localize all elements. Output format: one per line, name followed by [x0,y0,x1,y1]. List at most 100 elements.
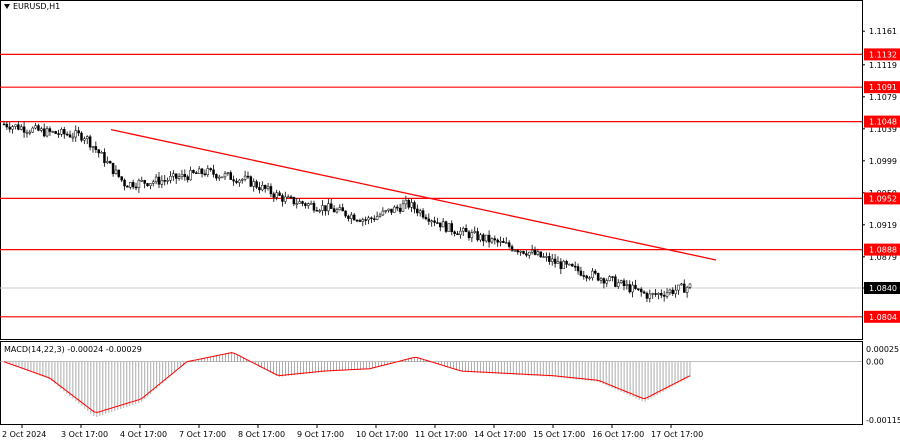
x-tick-label: 16 Oct 17:00 [592,430,644,439]
candle-body [42,128,46,137]
candle-body [266,186,270,189]
candle-body [275,192,278,198]
candle-body [482,234,485,242]
candle-body [533,249,537,255]
candle-body [80,132,83,141]
candle-body [513,250,517,252]
candle-body [85,136,89,139]
candle-body [240,179,244,181]
candle-body [212,169,215,175]
candle-body [436,222,439,224]
candle-body [510,246,514,251]
candle-body [418,210,422,214]
candle-body [25,131,29,134]
candle-body [350,214,353,219]
candle-body [562,261,565,269]
candle-body [94,146,98,150]
candle-body [54,131,57,134]
candle-body [186,176,189,181]
candle-body [143,180,146,184]
candle-body [154,176,158,183]
candle-body [318,210,321,212]
candle-body [484,234,488,242]
candle-body [341,207,344,212]
y-tick-label: 1.1079 [869,93,897,102]
candle-body [37,125,40,131]
dropdown-triangle-icon[interactable] [4,4,10,9]
candle-body [499,241,502,243]
x-tick-label: 9 Oct 17:00 [297,430,344,439]
candle-body [444,221,448,232]
candle-body [398,207,402,212]
candle-body [301,201,304,204]
candle-body [381,210,385,216]
candle-body [57,133,60,135]
candle-body [548,256,551,262]
candle-body [157,176,161,185]
candle-body [387,208,390,211]
candle-body [315,210,319,212]
candle-body [160,180,164,185]
candle-body [450,223,454,233]
candle-body [338,207,342,211]
candle-body [611,276,614,278]
level-label-bg [864,81,900,94]
macd-tick-label: -0.00115 [866,416,900,425]
candle-body [45,128,49,137]
candle-body [206,168,210,175]
candle-body [522,250,525,254]
candle-body [263,184,267,189]
candle-body [284,196,287,202]
candle-body [565,261,568,265]
candle-body [568,263,571,266]
candle-body [11,126,14,130]
candle-body [255,181,258,188]
candle-body [416,208,419,214]
candle-body [77,130,80,134]
candle-body [200,168,204,175]
candle-body [321,205,324,211]
candle-body [505,242,508,244]
candle-body [496,239,499,243]
candle-body [258,187,261,191]
candle-body [599,278,603,281]
trendline [110,128,717,261]
candle-body [111,162,115,175]
candle-body [63,129,66,135]
candle-body [48,128,52,132]
x-tick-label: 4 Oct 17:00 [120,430,167,439]
candle-body [470,232,474,239]
candle-body [439,222,442,228]
candle-body [516,250,520,253]
level-label: 1.1091 [869,83,897,92]
x-tick-label: 10 Oct 17:00 [356,430,408,439]
candle-body [461,228,465,232]
candle-body [91,146,95,148]
candle-body [579,270,583,276]
symbol-label: EURUSD,H1 [13,2,61,11]
candle-body [344,210,347,217]
candle-body [261,184,264,191]
candle-body [134,186,138,189]
candle-body [571,263,574,267]
candle-body [5,123,9,128]
x-tick-label: 7 Oct 17:00 [179,430,226,439]
candle-body [103,152,106,164]
candle-body [473,231,476,233]
candle-body [479,234,482,241]
candle-body [229,172,233,180]
candle-body [281,195,284,202]
macd-signal-line [3,352,691,414]
candle-body [467,231,471,239]
candle-body [114,169,118,175]
candle-body [665,292,669,297]
candle-body [619,280,623,284]
candle-body [123,179,126,187]
candle-body [688,283,692,288]
candle-body [220,176,224,179]
candle-body [131,182,135,188]
candle-body [74,130,78,138]
candle-body [375,216,379,220]
candle-body [576,266,580,272]
